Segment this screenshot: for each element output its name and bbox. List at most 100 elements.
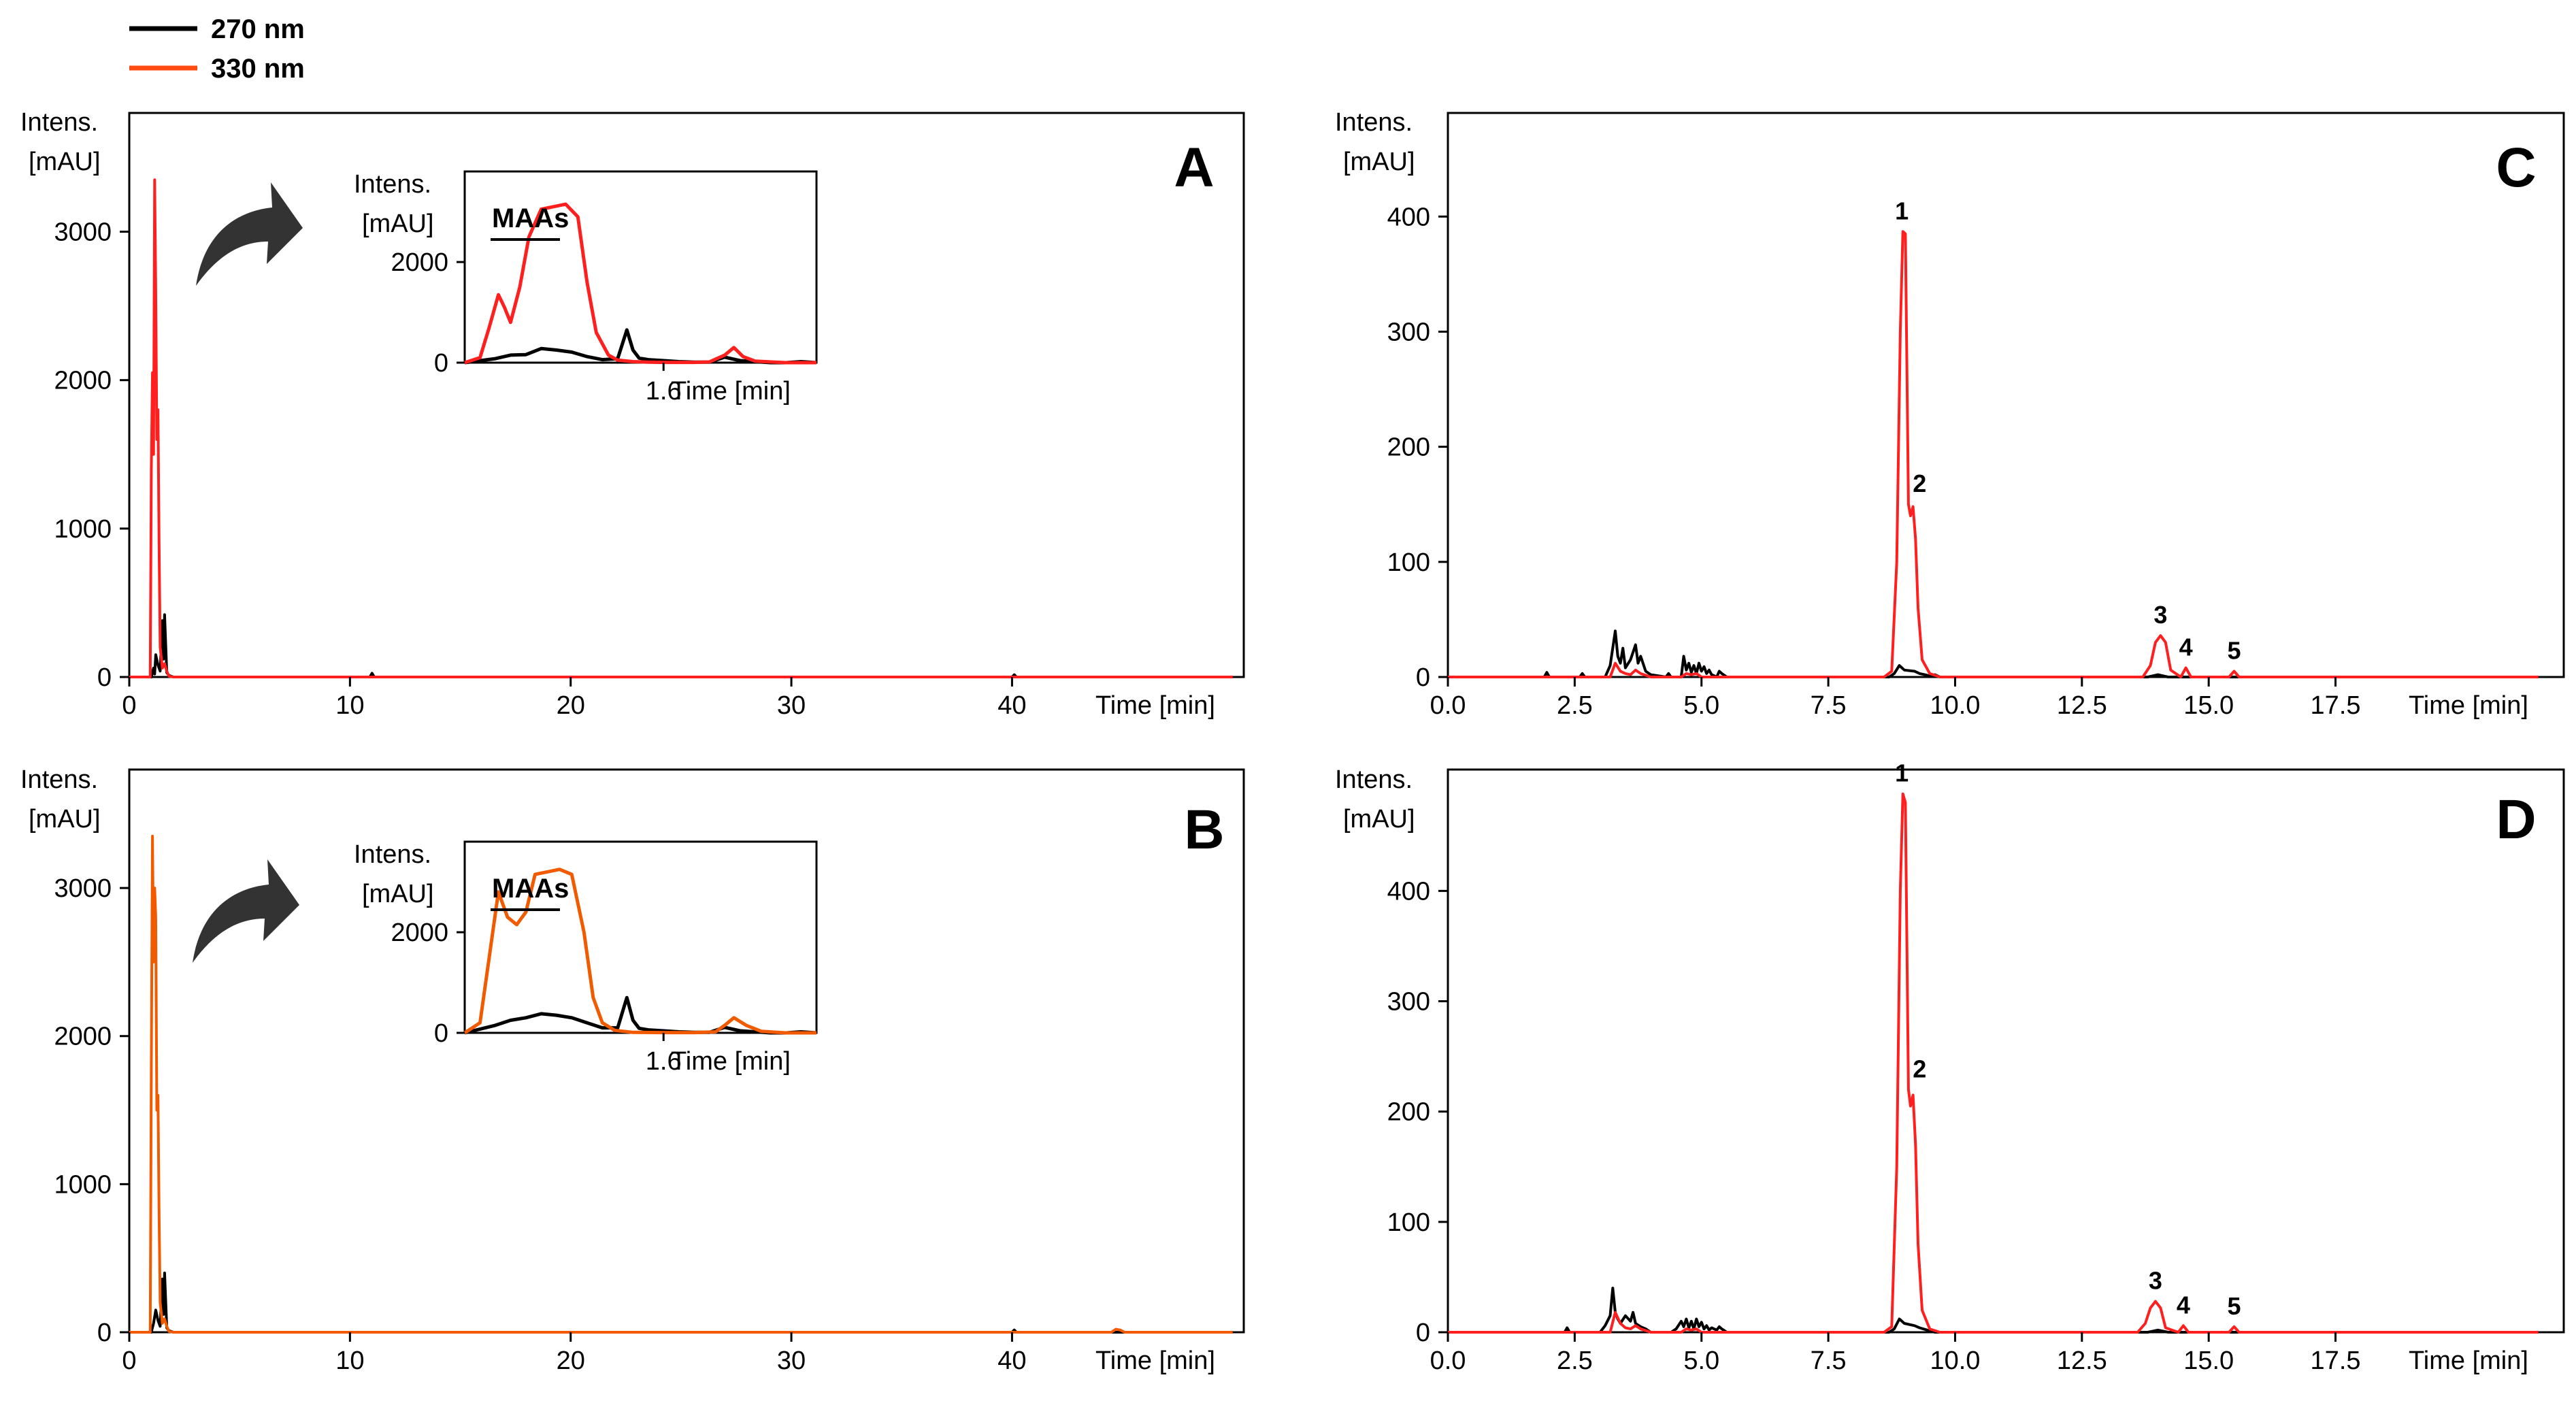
y-tick-label: 0 [1416, 1319, 1430, 1347]
y-axis-label: Intens. [20, 108, 98, 137]
x-tick-label: 10.0 [1930, 1347, 1980, 1375]
panel-letter: D [2496, 789, 2536, 851]
inset-x-tick-label: 1.6 [646, 377, 682, 406]
peak-label-3: 3 [2149, 1267, 2162, 1295]
trace-330nm [129, 834, 1233, 1334]
y-axis-label: Intens. [1335, 108, 1413, 137]
y-axis-label: Intens. [1335, 765, 1413, 794]
x-axis-label: Time [min] [2409, 691, 2528, 720]
x-tick-label: 2.5 [1557, 1347, 1593, 1375]
inset-y-tick-label: 0 [434, 1019, 448, 1048]
x-tick-label: 2.5 [1557, 691, 1593, 720]
curved-arrow-icon [193, 859, 299, 963]
peak-label-2: 2 [1913, 469, 1926, 497]
inset-trace-330nm [463, 868, 816, 1035]
x-tick-label: 0 [122, 1347, 136, 1375]
legend: 270 nm 330 nm [129, 14, 305, 84]
x-tick-label: 30 [777, 691, 806, 720]
x-tick-label: 0.0 [1430, 1347, 1466, 1375]
curved-arrow-icon [196, 182, 303, 286]
chart-panel-d: 0.0 2.5 5.0 7.5 10.0 12.5 15.0 17.5 0 100 200 300 40… [1335, 759, 2565, 1375]
x-tick-label: 30 [777, 1347, 806, 1375]
x-tick-label: 7.5 [1811, 1347, 1847, 1375]
maas-label: MAAs [492, 203, 569, 233]
inset-chart: 1.6 0 2000 Intens. [mAU] Time [min] MAAs [354, 840, 818, 1076]
y-axis-unit: [mAU] [29, 148, 101, 176]
x-tick-label: 5.0 [1683, 1347, 1719, 1375]
x-axis-label: Time [min] [1095, 1347, 1215, 1375]
x-tick-label: 15.0 [2183, 691, 2234, 720]
y-tick-label: 3000 [54, 874, 112, 903]
y-tick-label: 0 [97, 663, 112, 692]
x-tick-label: 12.5 [2057, 1347, 2107, 1375]
inset-chart: 1.6 0 2000 Intens. [mAU] Time [min] MAAs [354, 170, 818, 406]
inset-trace-270nm [464, 995, 817, 1035]
peak-label-5: 5 [2227, 637, 2241, 665]
trace-270nm [1448, 629, 2539, 678]
x-tick-label: 15.0 [2183, 1347, 2234, 1375]
x-tick-label: 0 [122, 691, 136, 720]
peak-label-3: 3 [2153, 601, 2167, 629]
x-tick-label: 10 [335, 1347, 364, 1375]
inset-y-axis-label: Intens. [354, 170, 431, 199]
inset-x-tick-label: 1.6 [646, 1047, 682, 1076]
inset-y-tick-label: 0 [434, 349, 448, 378]
chart-panel-c: 0.0 2.5 5.0 7.5 10.0 12.5 15.0 17.5 0 100 200 300 40… [1335, 108, 2565, 720]
peak-label-1: 1 [1895, 759, 1909, 787]
y-tick-label: 200 [1387, 433, 1430, 462]
panel-letter: C [2496, 137, 2536, 199]
y-tick-label: 400 [1387, 203, 1430, 231]
inset-y-axis-label: Intens. [354, 840, 431, 869]
peak-label-1: 1 [1895, 197, 1909, 225]
y-tick-label: 300 [1387, 988, 1430, 1017]
x-tick-label: 7.5 [1811, 691, 1847, 720]
x-tick-label: 0.0 [1430, 691, 1466, 720]
y-tick-label: 0 [97, 1319, 112, 1347]
x-tick-label: 40 [997, 691, 1026, 720]
peak-label-4: 4 [2179, 633, 2193, 661]
panel-letter: A [1174, 137, 1214, 199]
trace-330nm [1448, 230, 2539, 678]
y-tick-label: 1000 [54, 1170, 112, 1199]
x-tick-label: 20 [557, 1347, 585, 1375]
y-axis-label: Intens. [20, 765, 98, 794]
y-tick-label: 2000 [54, 1023, 112, 1051]
inset-y-axis-unit: [mAU] [362, 880, 434, 908]
y-tick-label: 3000 [54, 218, 112, 247]
panel-letter: B [1184, 799, 1224, 861]
inset-x-axis-label: Time [min] [671, 377, 791, 406]
x-tick-label: 12.5 [2057, 691, 2107, 720]
y-axis-unit: [mAU] [1343, 148, 1415, 176]
x-tick-label: 10.0 [1930, 691, 1980, 720]
x-tick-label: 10 [335, 691, 364, 720]
x-tick-label: 17.5 [2311, 1347, 2361, 1375]
y-tick-label: 300 [1387, 318, 1430, 346]
peak-label-5: 5 [2227, 1292, 2241, 1320]
x-tick-label: 40 [997, 1347, 1026, 1375]
x-tick-label: 5.0 [1683, 691, 1719, 720]
chart-panel-a: 0 10 20 30 40 0 1000 2000 3000 Intens. [mAU] Time [… [20, 108, 1245, 720]
y-tick-label: 2000 [54, 367, 112, 395]
y-tick-label: 100 [1387, 1208, 1430, 1237]
y-axis-unit: [mAU] [1343, 805, 1415, 833]
legend-label-330nm: 330 nm [211, 54, 305, 84]
inset-trace-330nm [464, 202, 816, 365]
maas-label: MAAs [492, 874, 569, 904]
chart-panel-b: 0 10 20 30 40 0 1000 2000 3000 Intens. [mAU] Time [… [20, 765, 1245, 1375]
y-tick-label: 200 [1387, 1098, 1430, 1127]
inset-y-axis-unit: [mAU] [362, 210, 434, 238]
inset-y-tick-label: 2000 [391, 248, 448, 277]
y-axis-unit: [mAU] [29, 805, 101, 833]
y-tick-label: 400 [1387, 877, 1430, 906]
x-axis-label: Time [min] [1095, 691, 1215, 720]
inset-x-axis-label: Time [min] [671, 1047, 791, 1076]
y-tick-label: 100 [1387, 548, 1430, 577]
x-tick-label: 20 [557, 691, 585, 720]
y-tick-label: 1000 [54, 515, 112, 544]
inset-y-tick-label: 2000 [391, 919, 448, 947]
x-axis-label: Time [min] [2409, 1347, 2528, 1375]
trace-330nm [1448, 792, 2539, 1334]
peak-label-4: 4 [2177, 1291, 2190, 1319]
legend-label-270nm: 270 nm [211, 14, 305, 44]
